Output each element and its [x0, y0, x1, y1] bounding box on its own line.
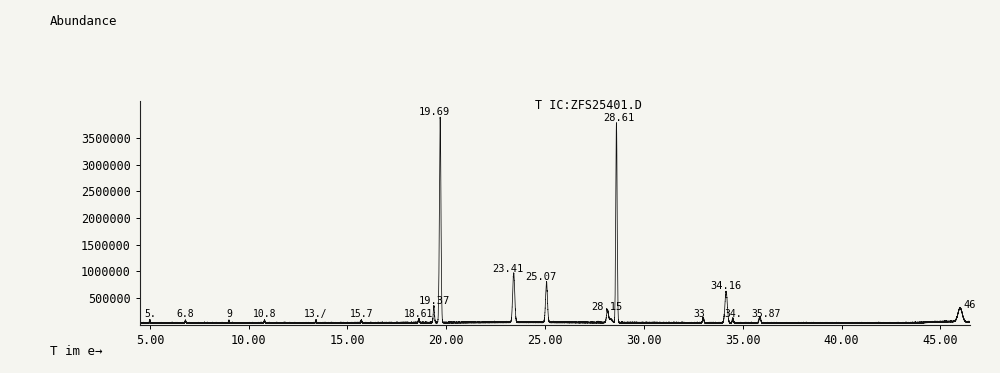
- Text: 10.8: 10.8: [253, 310, 276, 319]
- Text: T im e→: T im e→: [50, 345, 103, 358]
- Text: 34.16: 34.16: [711, 282, 742, 291]
- Text: 19.69: 19.69: [419, 107, 450, 117]
- Text: T IC:ZFS25401.D: T IC:ZFS25401.D: [535, 100, 642, 112]
- Text: 6.8: 6.8: [177, 310, 194, 319]
- Text: 5.: 5.: [144, 310, 156, 319]
- Text: 9: 9: [226, 310, 232, 319]
- Text: 33: 33: [693, 310, 705, 319]
- Text: 28.15: 28.15: [592, 302, 623, 312]
- Text: 23.41: 23.41: [492, 264, 523, 274]
- Text: 18.61: 18.61: [404, 310, 434, 319]
- Text: 15.7: 15.7: [350, 310, 373, 319]
- Text: Abundance: Abundance: [50, 15, 118, 28]
- Text: 46: 46: [964, 300, 976, 310]
- Text: 35.87: 35.87: [751, 310, 781, 319]
- Text: 25.07: 25.07: [525, 272, 556, 282]
- Text: 13./: 13./: [304, 310, 328, 319]
- Text: 28.61: 28.61: [603, 113, 634, 123]
- Text: 19.37: 19.37: [418, 297, 449, 306]
- Text: 34.: 34.: [724, 310, 742, 319]
